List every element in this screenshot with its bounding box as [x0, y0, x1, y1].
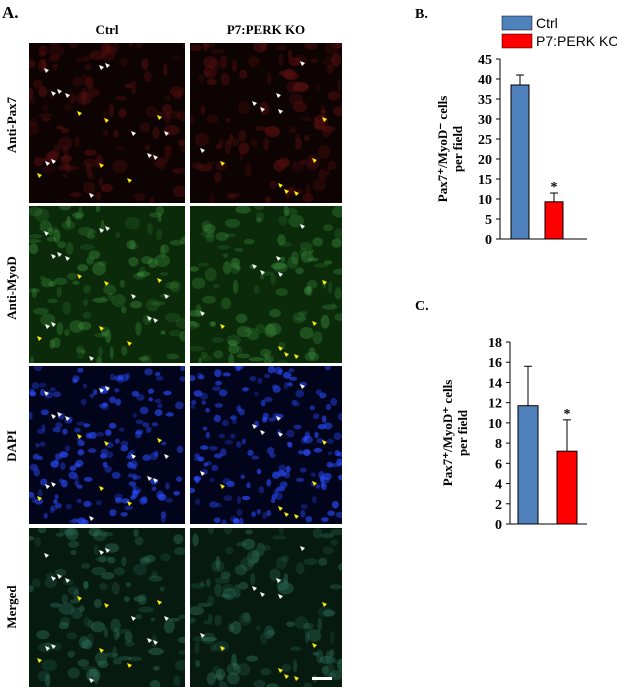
- y-tick-label: 10: [488, 417, 502, 432]
- bar-ctrl: [510, 84, 530, 240]
- bar-ctrl: [517, 405, 539, 525]
- legend-label: P7:PERK KO: [536, 33, 617, 49]
- micrograph-anti-myod-perk-ko: [190, 206, 342, 363]
- y-tick-label: 30: [478, 113, 492, 128]
- micrograph-anti-pax7-ctrl: [29, 43, 185, 203]
- y-tick-label: 14: [488, 376, 502, 391]
- y-tick-label: 0: [485, 233, 492, 248]
- row-label-merged: Merged: [4, 585, 19, 629]
- row-label-anti-pax7: Anti-Pax7: [4, 96, 19, 154]
- column-header-ctrl: Ctrl: [95, 22, 119, 37]
- row-label-dapi: DAPI: [4, 430, 19, 462]
- y-tick-label: 25: [478, 133, 492, 148]
- y-tick-label: 6: [495, 457, 502, 472]
- micrograph-merged-perk-ko: [190, 528, 342, 687]
- bar-p7-perk-ko: [544, 201, 564, 240]
- y-tick-label: 12: [488, 397, 502, 412]
- y-tick-label: 4: [495, 478, 502, 493]
- y-axis-label: Pax7⁺/MyoD⁻ cellsper field: [435, 96, 465, 203]
- y-tick-label: 0: [495, 518, 502, 533]
- micrograph-dapi-perk-ko: [190, 366, 342, 524]
- significance-asterisk: *: [564, 407, 571, 422]
- micrograph-anti-pax7-perk-ko: [190, 43, 342, 203]
- y-tick-label: 10: [478, 193, 492, 208]
- bar-p7-perk-ko: [556, 450, 578, 525]
- y-tick-label: 2: [495, 498, 502, 513]
- y-tick-label: 5: [485, 213, 492, 228]
- panel-letter: C.: [415, 299, 429, 314]
- y-tick-label: 45: [478, 53, 492, 68]
- column-header-perk-ko: P7:PERK KO: [226, 22, 306, 37]
- chart-c: C. Pax7⁺/MyoD⁺ cellsper field 0 2 4 6 8 10 12 14 1…: [405, 285, 617, 545]
- legend-swatch: [501, 33, 533, 49]
- y-axis-label: Pax7⁺/MyoD⁺ cellsper field: [440, 380, 470, 487]
- y-tick-label: 8: [495, 437, 502, 452]
- row-label-anti-myod: Anti-MyoD: [4, 256, 19, 320]
- y-tick-label: 20: [478, 153, 492, 168]
- significance-asterisk: *: [551, 180, 558, 195]
- y-tick-label: 40: [478, 73, 492, 88]
- y-tick-label: 16: [488, 356, 502, 371]
- micrograph-merged-ctrl: [29, 528, 185, 687]
- chart-b: B. Pax7⁺/MyoD⁻ cellsper field 0 5 10 15 20 25 30…: [405, 0, 617, 260]
- panel-a-letter: A.: [2, 3, 19, 22]
- micrograph-dapi-ctrl: [29, 366, 185, 524]
- panel-letter: B.: [415, 7, 428, 22]
- scale-bar: [312, 677, 332, 680]
- y-tick-label: 18: [488, 336, 502, 351]
- legend-swatch: [501, 15, 533, 31]
- y-tick-label: 15: [478, 173, 492, 188]
- y-tick-label: 35: [478, 93, 492, 108]
- legend-label: Ctrl: [536, 15, 558, 31]
- micrograph-anti-myod-ctrl: [29, 206, 185, 363]
